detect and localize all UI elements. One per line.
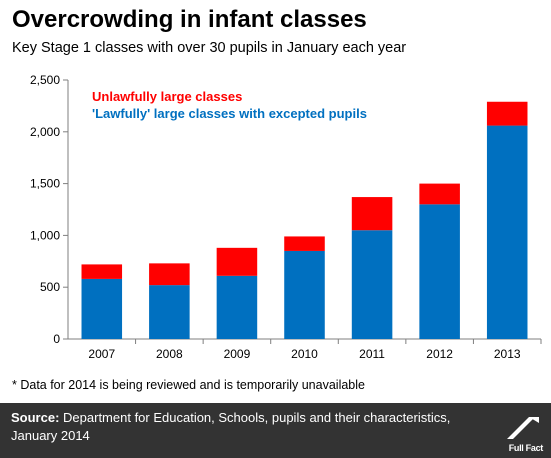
x-tick-label: 2008	[156, 347, 183, 361]
bar-lawful	[81, 278, 123, 339]
bar-unlawful	[351, 197, 393, 231]
bar-unlawful	[81, 264, 123, 279]
footnote: * Data for 2014 is being reviewed and is…	[12, 378, 365, 392]
stacked-bar-chart: 0 500 1,000 1,500 2,000 2,500 2007 2008 2009 2010…	[30, 73, 542, 361]
y-tick-label: 2,000	[30, 125, 60, 139]
bar-unlawful	[486, 101, 528, 126]
x-tick-label: 2012	[426, 347, 453, 361]
bar-lawful	[149, 285, 190, 339]
chart-subtitle: Key Stage 1 classes with over 30 pupils …	[12, 40, 407, 56]
y-tick-label: 0	[53, 332, 60, 346]
y-tick-label: 1,000	[30, 228, 60, 242]
full-fact-logo: Full Fact	[499, 413, 543, 453]
bar-unlawful	[284, 236, 325, 251]
source-text: Source: Department for Education, School…	[11, 409, 481, 445]
logo-mark-icon	[507, 417, 539, 439]
y-tick-label: 2,500	[30, 73, 60, 87]
bar-lawful	[419, 204, 460, 339]
source-description: Department for Education, Schools, pupil…	[11, 410, 451, 443]
x-tick-label: 2013	[494, 347, 521, 361]
bar-unlawful	[149, 263, 190, 286]
x-tick-label: 2011	[359, 347, 385, 361]
source-footer: Source: Department for Education, School…	[0, 403, 551, 458]
y-tick-label: 1,500	[30, 177, 60, 191]
legend-unlawful: Unlawfully large classes	[92, 89, 242, 104]
x-tick-label: 2009	[224, 347, 251, 361]
bar-unlawful	[419, 183, 460, 205]
y-tick-label: 500	[40, 280, 60, 294]
bar-lawful	[486, 125, 528, 339]
bar-lawful	[284, 250, 325, 339]
x-tick-label: 2007	[88, 347, 115, 361]
bar-unlawful	[216, 247, 258, 276]
bar-lawful	[351, 230, 393, 339]
bar-lawful	[216, 275, 258, 339]
x-tick-label: 2010	[291, 347, 318, 361]
legend-lawful: 'Lawfully' large classes with excepted p…	[92, 106, 367, 121]
source-label: Source:	[11, 410, 60, 425]
logo-text: Full Fact	[508, 443, 544, 453]
chart-title: Overcrowding in infant classes	[12, 6, 367, 33]
